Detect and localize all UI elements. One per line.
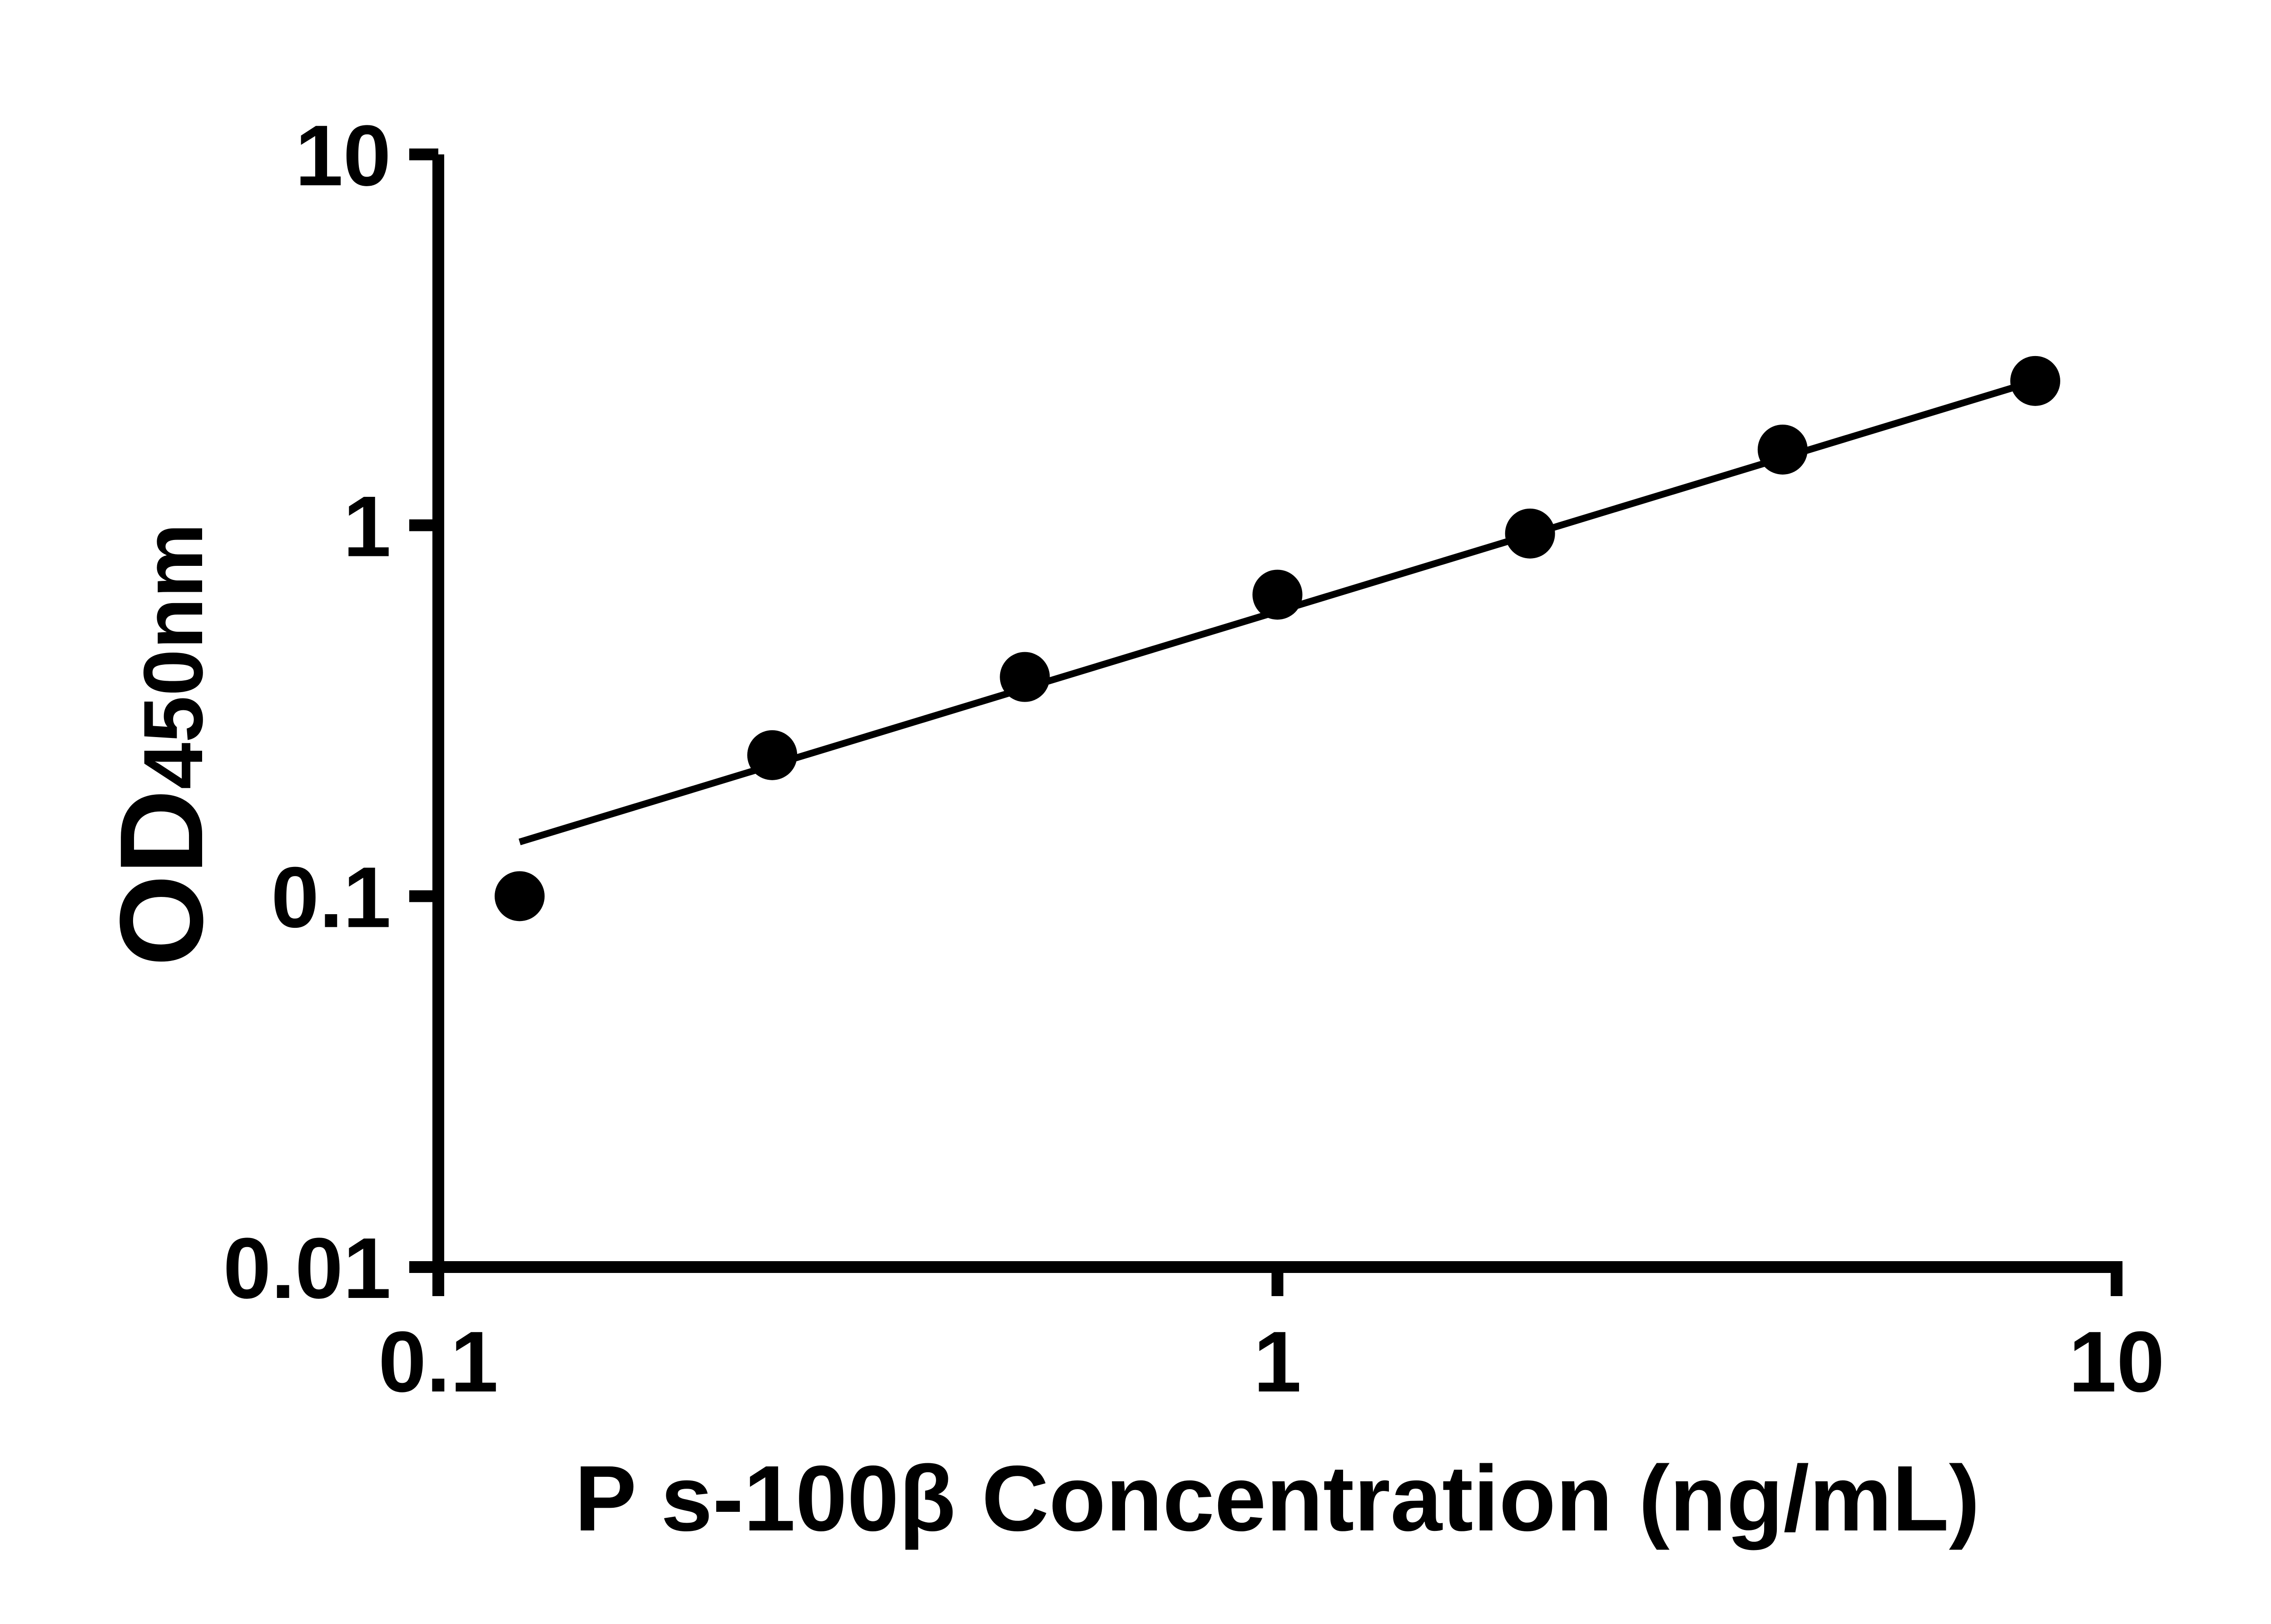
x-tick-label: 10 (2068, 1314, 2164, 1410)
y-axis-title-main: OD (96, 789, 228, 966)
data-point (495, 871, 545, 921)
y-axis-title: OD450nm (96, 523, 228, 966)
data-point (1505, 508, 1555, 559)
data-point (1000, 652, 1050, 702)
y-tick-label: 0.1 (271, 849, 391, 946)
tick-marks (409, 149, 2122, 1296)
x-tick-label: 0.1 (378, 1314, 498, 1410)
data-series (495, 356, 2060, 921)
y-tick-label: 1 (343, 479, 391, 575)
x-axis-title: P s-100β Concentration (ng/mL) (575, 1446, 1980, 1550)
axes (432, 154, 2122, 1273)
data-point (1252, 569, 1303, 620)
data-point (747, 730, 798, 780)
y-tick-label: 0.01 (223, 1220, 391, 1317)
data-point (1757, 424, 1808, 475)
data-point (2010, 356, 2060, 406)
x-tick-label: 1 (1254, 1314, 1302, 1410)
y-axis-title-subscript: 450nm (127, 523, 220, 789)
y-tick-label: 10 (295, 108, 391, 204)
